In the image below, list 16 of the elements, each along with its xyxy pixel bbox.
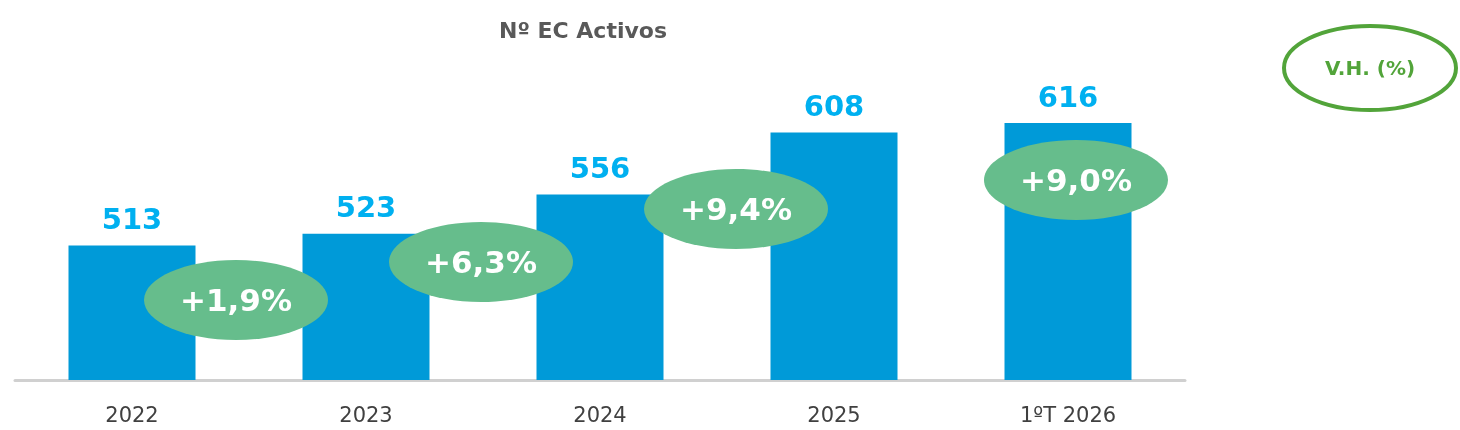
annotation: +6,3% [425, 244, 537, 280]
data-label: 616 [1037, 79, 1099, 114]
data-label: 556 [569, 150, 631, 185]
annotation: +1,9% [180, 282, 292, 318]
x-tick-label: 2024 [573, 402, 627, 427]
data-label: 513 [101, 202, 163, 237]
data-label: 608 [803, 89, 865, 124]
data-label: 523 [335, 190, 397, 225]
x-tick-label: 2023 [339, 402, 393, 427]
annotation: +9,4% [680, 191, 792, 227]
x-tick-label: 1ºT 2026 [1019, 402, 1117, 427]
text: V.H. (%) [1324, 56, 1416, 80]
x-tick-label: 2025 [807, 402, 861, 427]
annotation: +9,0% [1020, 162, 1132, 198]
chart-title: Nº EC Activos [499, 17, 667, 43]
x-tick-label: 2022 [105, 402, 159, 427]
